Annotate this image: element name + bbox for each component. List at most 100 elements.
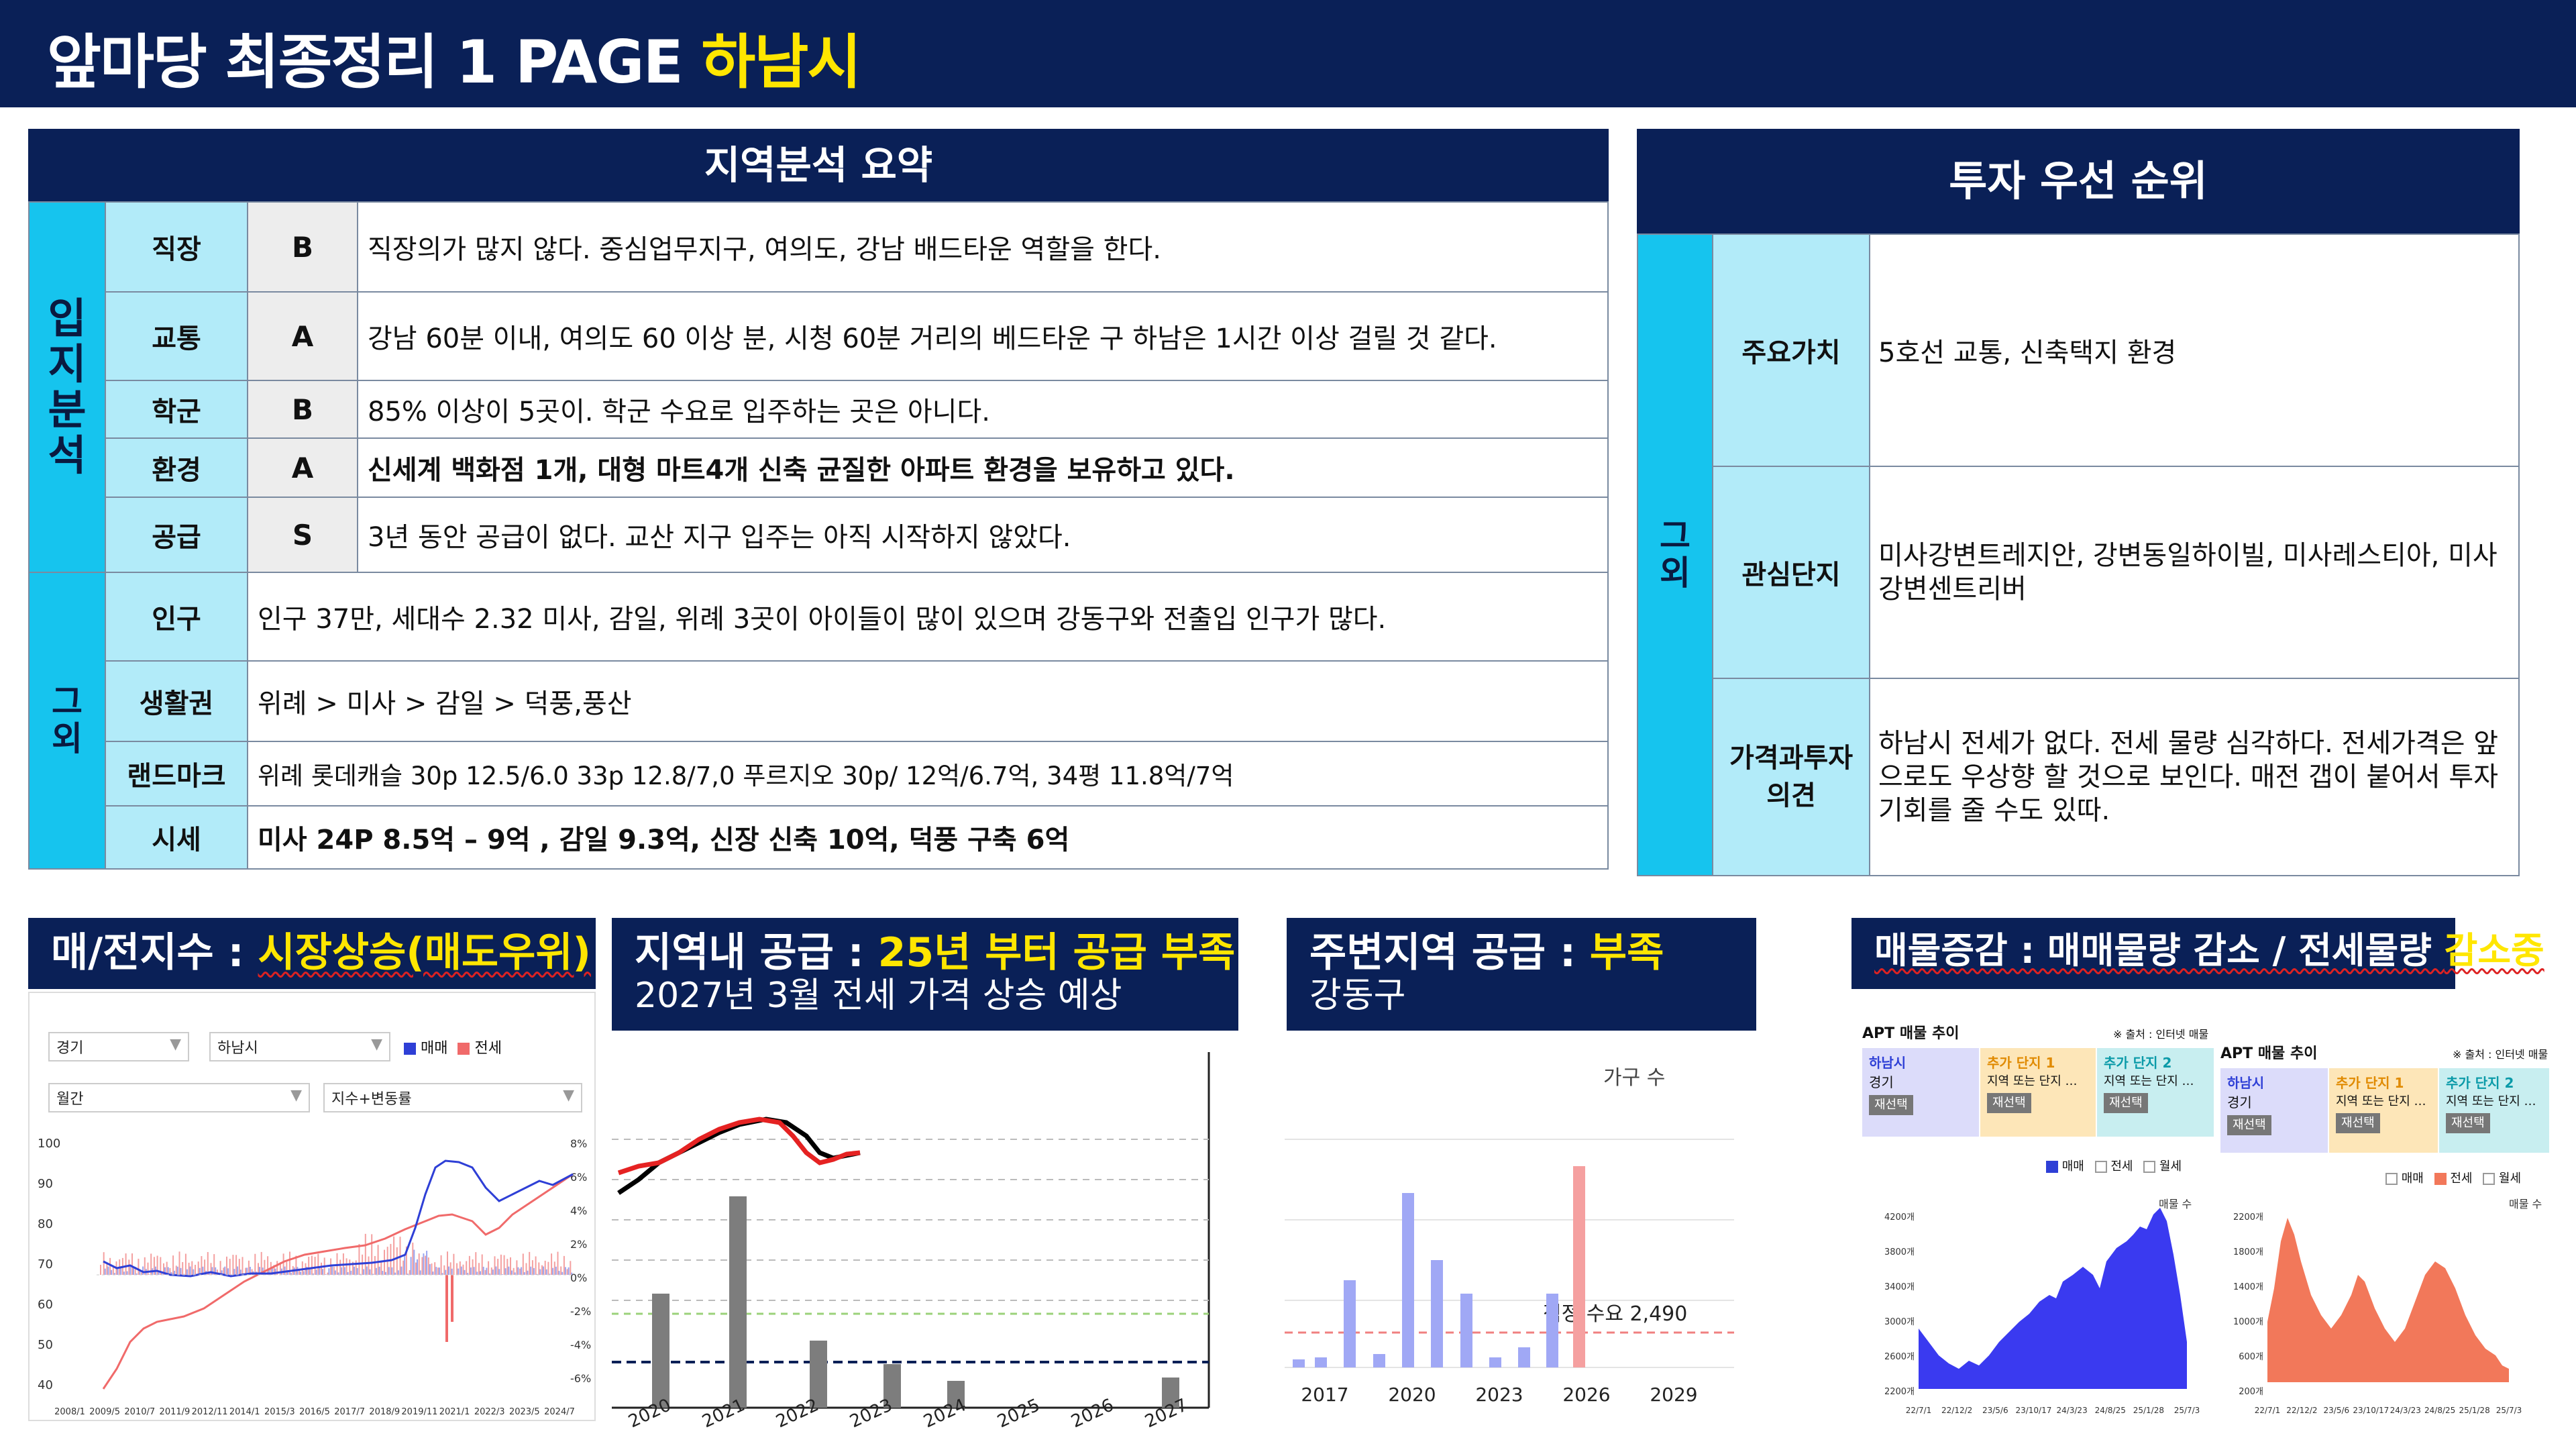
- sale-change-bar: [511, 1270, 513, 1275]
- jeonse-change-bar: [516, 1260, 518, 1275]
- sale-change-bar: [164, 1267, 166, 1275]
- jeonse-change-bar: [226, 1256, 227, 1275]
- sale-change-bar: [545, 1269, 547, 1275]
- jeonse-change-bar: [472, 1259, 474, 1275]
- listing-card-extra2[interactable]: 추가 단지 2 지역 또는 단지 … 재선택: [2097, 1048, 2214, 1137]
- reselect-button[interactable]: 재선택: [2104, 1093, 2148, 1114]
- sale-change-bar: [429, 1264, 431, 1275]
- index-chart-panel: 경기 ▼ 하남시 ▼ 매매 전세 월간 ▼ 지수+변동률 ▼ 100 90 80 70 60 50…: [28, 992, 596, 1421]
- checkbox-jeonse[interactable]: [2434, 1173, 2447, 1185]
- sale-change-bar: [375, 1267, 377, 1275]
- sale-change-bar: [126, 1271, 128, 1275]
- x-tick-label: 2020: [625, 1395, 674, 1428]
- jeonse-change-bar: [364, 1233, 366, 1275]
- x-tick-label: 25/1/28: [2459, 1406, 2489, 1415]
- row-desc: 85% 이상이 5곳이. 학군 수요로 입주하는 곳은 아니다.: [357, 380, 1609, 439]
- sale-change-bar: [369, 1269, 371, 1275]
- panel-supply-sub: 2027년 3월 전세 가격 상승 예상: [635, 976, 1122, 1016]
- sale-change-bar: [571, 1272, 573, 1275]
- sale-change-bar: [527, 1270, 529, 1275]
- checkbox-monthly[interactable]: [2143, 1161, 2156, 1173]
- jeonse-change-bar: [229, 1259, 231, 1275]
- x-tick-label: 2022/3: [474, 1407, 505, 1417]
- period-select[interactable]: 월간 ▼: [48, 1083, 310, 1112]
- x-tick-label: 2020: [1388, 1384, 1436, 1406]
- nearby-supply-bar: [1315, 1357, 1327, 1367]
- sale-change-bar: [397, 1270, 399, 1275]
- jeonse-change-bar: [368, 1256, 370, 1275]
- listing-title: APT 매물 추이: [2220, 1045, 2318, 1062]
- sale-change-bar: [183, 1274, 185, 1275]
- jeonse-change-bar: [109, 1257, 111, 1275]
- listing-card-extra1[interactable]: 추가 단지 1 지역 또는 단지 … 재선택: [2329, 1068, 2438, 1153]
- priority-desc: 5호선 교통, 신축택지 환경: [1869, 233, 2520, 467]
- sale-change-bar: [309, 1267, 311, 1275]
- reselect-button[interactable]: 재선택: [2336, 1113, 2380, 1134]
- jeonse-change-bar: [279, 1262, 281, 1275]
- y2-tick-label: -6%: [570, 1372, 591, 1385]
- row-desc: 직장의가 많지 않다. 중심업무지구, 여의도, 강남 배드타운 역할을 한다.: [357, 201, 1609, 293]
- jeonse-price-line-black: [617, 1117, 861, 1195]
- x-tick-label: 23/10/17: [2015, 1406, 2051, 1415]
- reselect-button[interactable]: 재선택: [1869, 1095, 1913, 1116]
- sale-change-bar: [407, 1274, 409, 1275]
- sale-change-bar: [460, 1266, 462, 1275]
- jeonse-change-bar: [352, 1261, 354, 1275]
- jeonse-change-bar: [178, 1251, 180, 1275]
- jeonse-change-bar: [156, 1255, 158, 1275]
- axis-label: 매물 수: [2509, 1198, 2542, 1210]
- x-tick-label: 22/12/2: [1941, 1406, 1972, 1415]
- sale-change-bar: [523, 1272, 525, 1275]
- jeonse-change-bar: [396, 1247, 398, 1275]
- row-label: 시세: [105, 805, 248, 870]
- jeonse-change-bar: [453, 1253, 455, 1275]
- sale-change-bar: [410, 1257, 412, 1275]
- jeonse-change-bar: [264, 1259, 266, 1275]
- supply-bar: [652, 1294, 669, 1408]
- jeonse-change-bar: [484, 1269, 486, 1275]
- jeonse-change-bar: [490, 1267, 492, 1275]
- sale-change-bar: [539, 1269, 541, 1275]
- sale-change-bar: [426, 1251, 428, 1275]
- jeonse-change-bar: [384, 1249, 385, 1275]
- y-tick-label: 3800개: [1884, 1247, 1915, 1257]
- listing-card-extra2[interactable]: 추가 단지 2 지역 또는 단지 … 재선택: [2439, 1068, 2549, 1153]
- jeonse-change-bar: [103, 1252, 105, 1275]
- y2-tick-label: 8%: [570, 1137, 587, 1150]
- jeonse-change-bar: [519, 1268, 521, 1275]
- sale-change-bar: [354, 1266, 355, 1275]
- sale-change-bar: [259, 1267, 260, 1275]
- jeonse-change-bar: [529, 1251, 531, 1275]
- jeonse-change-bar: [125, 1253, 127, 1275]
- jeonse-change-bar: [232, 1255, 234, 1275]
- x-tick-label: 2012/11: [192, 1407, 228, 1417]
- row-label: 랜드마크: [105, 741, 248, 807]
- y-tick-label: 70: [38, 1257, 53, 1271]
- checkbox-sale[interactable]: [2385, 1173, 2398, 1185]
- listing-card-main[interactable]: 하남시 경기 재선택: [2220, 1068, 2328, 1153]
- listing-card-main[interactable]: 하남시 경기 재선택: [1862, 1048, 1979, 1137]
- sale-change-bar: [271, 1266, 273, 1275]
- jeonse-change-bar: [219, 1261, 221, 1275]
- sale-change-bar: [517, 1267, 519, 1275]
- sale-change-bar: [334, 1270, 336, 1275]
- reselect-button[interactable]: 재선택: [2446, 1113, 2490, 1134]
- listing-card-extra1[interactable]: 추가 단지 1 지역 또는 단지 … 재선택: [1980, 1048, 2096, 1137]
- reselect-button[interactable]: 재선택: [1987, 1093, 2031, 1114]
- checkbox-monthly[interactable]: [2483, 1173, 2496, 1185]
- checkbox-sale[interactable]: [2046, 1161, 2058, 1173]
- sale-change-bar: [498, 1269, 500, 1275]
- region-select[interactable]: 경기 ▼: [48, 1032, 189, 1061]
- panel-listing-highlight: 감소중: [2444, 929, 2544, 972]
- jeonse-change-bar: [282, 1253, 284, 1275]
- city-select[interactable]: 하남시 ▼: [209, 1032, 390, 1061]
- sale-change-bar: [246, 1267, 248, 1275]
- checkbox-jeonse[interactable]: [2094, 1161, 2107, 1173]
- reselect-button[interactable]: 재선택: [2227, 1115, 2271, 1136]
- legend-monthly: 월세: [2498, 1172, 2522, 1186]
- row-label: 인구: [105, 572, 248, 662]
- jeonse-change-bar: [563, 1255, 565, 1275]
- sale-change-bar: [501, 1274, 503, 1275]
- mode-select[interactable]: 지수+변동률 ▼: [323, 1083, 582, 1112]
